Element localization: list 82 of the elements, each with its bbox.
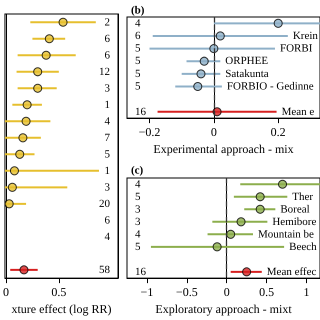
point xyxy=(19,265,28,274)
point xyxy=(212,242,222,252)
point xyxy=(4,199,14,208)
y2-tick-label: 20 xyxy=(99,198,110,210)
y-tick-label: 5 xyxy=(135,68,141,80)
y-tick-label: 16 xyxy=(135,106,146,118)
point xyxy=(226,230,236,239)
point xyxy=(212,107,222,116)
y2-tick-label: 1 xyxy=(104,164,110,177)
y-tick-label: 5 xyxy=(135,55,141,68)
y-tick-label: 5 xyxy=(135,80,141,93)
y2-tick-label: 6 xyxy=(104,32,110,45)
point xyxy=(58,18,68,27)
point xyxy=(242,267,252,276)
x-tick-label: −0.5 xyxy=(176,285,198,300)
chart-title: (b) xyxy=(131,4,145,16)
x-tick-label: 0 xyxy=(210,125,217,140)
x-axis-title: xture effect (log RR) xyxy=(11,302,112,316)
y-tick-label: 3 xyxy=(135,203,141,216)
y-tick-label: 4 xyxy=(135,17,141,30)
point xyxy=(42,50,51,60)
y-tick-label: 3 xyxy=(135,216,141,228)
point xyxy=(216,31,225,40)
text: Hemibore xyxy=(272,216,316,228)
point xyxy=(196,69,206,78)
point xyxy=(15,150,24,159)
x-tick-label: 0 xyxy=(3,285,9,300)
text: FORBI xyxy=(280,42,313,55)
x-tick-label: 0.5 xyxy=(259,285,274,300)
text: Ther xyxy=(292,190,314,203)
y2-tick-label: 2 xyxy=(104,16,110,28)
point xyxy=(33,84,42,93)
point xyxy=(278,180,288,189)
point xyxy=(236,217,246,226)
y-tick-label: 4 xyxy=(135,178,141,190)
text: Beech xyxy=(289,240,318,253)
y2-tick-label: 4 xyxy=(104,230,110,243)
point xyxy=(200,56,209,66)
point xyxy=(22,100,32,110)
point xyxy=(10,166,19,176)
y2-tick-label: 6 xyxy=(104,214,110,226)
point xyxy=(22,116,31,126)
y2-tick-label: 3 xyxy=(104,82,110,94)
x-tick-label: 0.5 xyxy=(51,285,66,300)
text: Krein xyxy=(292,30,318,42)
x-tick-label: 0.2 xyxy=(270,125,286,140)
point xyxy=(256,204,265,214)
x-tick-label: −1 xyxy=(140,285,154,300)
text: Mean e xyxy=(282,106,314,118)
y2-tick-label: 5 xyxy=(104,148,110,160)
text: Mountain be xyxy=(258,228,314,240)
y-tick-label: 5 xyxy=(135,190,141,203)
point xyxy=(33,67,42,76)
x-axis-title: Experimental approach - mix xyxy=(153,142,294,156)
y-tick-label: 5 xyxy=(135,42,141,55)
x-tick-label: 0 xyxy=(224,285,230,300)
series-label: Satakunta xyxy=(225,68,269,80)
point xyxy=(193,82,202,92)
point xyxy=(256,192,265,202)
text: FORBIO - Gedinne xyxy=(226,80,314,93)
y-tick-label: 16 xyxy=(135,266,146,278)
point xyxy=(44,34,54,44)
chart-title: (c) xyxy=(131,164,144,176)
x-tick-label: 1 xyxy=(303,285,310,300)
y2-tick-label: 7 xyxy=(104,132,110,144)
series-label: ORPHEE xyxy=(225,55,268,68)
y2-tick-label: 3 xyxy=(104,181,110,194)
x-tick-label: −0.2 xyxy=(138,125,160,140)
y2-tick-label: 6 xyxy=(104,49,110,62)
point xyxy=(8,182,17,192)
y2-tick-label: 1 xyxy=(104,98,110,111)
x-axis-title: Exploratory approach - mixt xyxy=(155,302,292,316)
y2-tick-label: 4 xyxy=(104,115,110,128)
y-tick-label: 4 xyxy=(135,228,141,240)
y2-tick-label: 58 xyxy=(99,264,110,276)
y-tick-label: 5 xyxy=(135,240,141,253)
y2-tick-label: 12 xyxy=(99,66,110,78)
series-label: Mean effec xyxy=(266,266,316,278)
y-tick-label: 6 xyxy=(135,30,141,42)
point xyxy=(274,18,283,28)
point xyxy=(18,133,28,142)
series-label: Boreal xyxy=(280,203,310,216)
